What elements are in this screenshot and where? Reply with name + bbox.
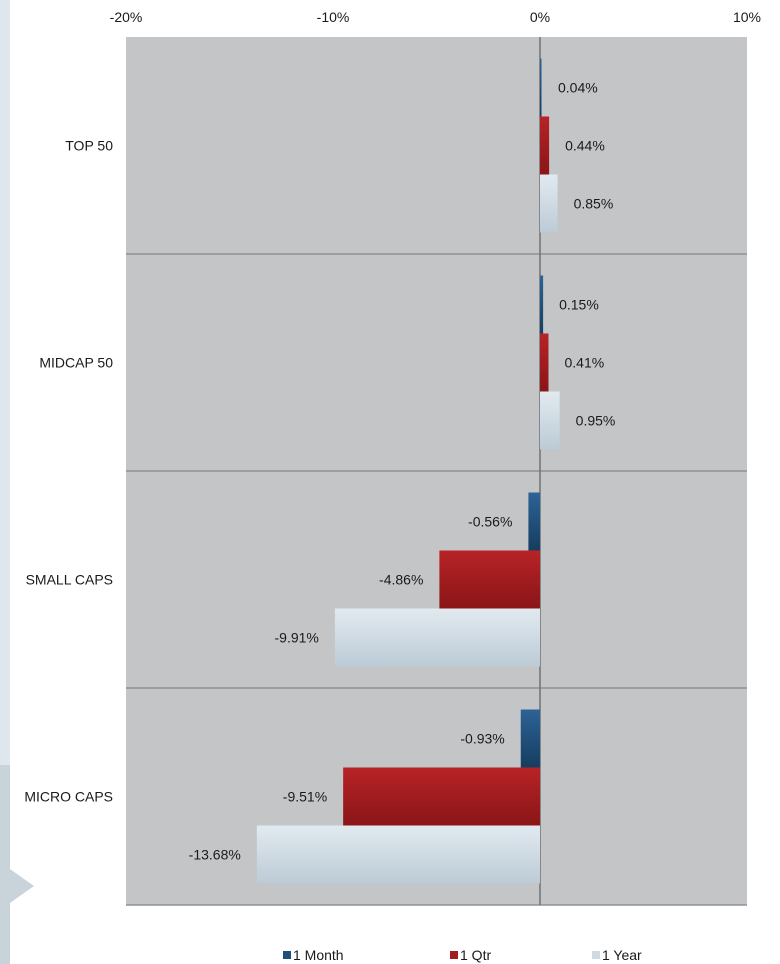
data-label-qtr: 0.44% bbox=[565, 138, 605, 154]
data-label-qtr: -9.51% bbox=[283, 789, 327, 805]
bars-layer bbox=[256, 58, 560, 884]
x-tick-label: -20% bbox=[110, 9, 143, 25]
category-label: MIDCAP 50 bbox=[39, 355, 113, 371]
legend-swatch-1-month bbox=[283, 951, 291, 959]
bar-year bbox=[334, 608, 540, 667]
arrow-decor-icon bbox=[0, 862, 34, 910]
x-tick-label: 10% bbox=[733, 9, 761, 25]
bar-month bbox=[540, 275, 544, 334]
data-label-qtr: -4.86% bbox=[379, 572, 423, 588]
legend-item-1-qtr: 1 Qtr bbox=[450, 947, 491, 963]
bar-year bbox=[540, 174, 558, 233]
category-label: MICRO CAPS bbox=[24, 789, 113, 805]
bar-year bbox=[540, 391, 560, 450]
x-tick-label: 0% bbox=[530, 9, 550, 25]
chart-legend: 1 Month 1 Qtr 1 Year bbox=[0, 945, 780, 964]
data-label-year: 0.85% bbox=[574, 196, 614, 212]
bar-chart: -20% -10% 0% 10% TOP 50 0.04% 0.44% 0.85% MIDCAP… bbox=[24, 9, 761, 906]
data-label-qtr: 0.41% bbox=[564, 355, 604, 371]
data-label-month: -0.93% bbox=[460, 731, 504, 747]
legend-item-1-year: 1 Year bbox=[592, 947, 642, 963]
bar-qtr bbox=[540, 116, 550, 175]
legend-label-1-qtr: 1 Qtr bbox=[460, 947, 492, 963]
data-label-month: 0.04% bbox=[558, 80, 598, 96]
labels-layer: -20% -10% 0% 10% TOP 50 0.04% 0.44% 0.85% MIDCAP… bbox=[24, 9, 761, 863]
bar-month bbox=[528, 492, 540, 551]
left-decor-strip bbox=[0, 0, 10, 964]
data-label-year: -9.91% bbox=[275, 630, 319, 646]
data-label-month: -0.56% bbox=[468, 514, 512, 530]
legend-label-1-year: 1 Year bbox=[602, 947, 642, 963]
data-label-month: 0.15% bbox=[559, 297, 599, 313]
legend-swatch-1-year bbox=[592, 951, 600, 959]
category-label: SMALL CAPS bbox=[26, 572, 113, 588]
legend-item-1-month: 1 Month bbox=[283, 947, 344, 963]
bar-month bbox=[540, 58, 542, 117]
bar-month bbox=[520, 709, 540, 768]
x-tick-label: -10% bbox=[317, 9, 350, 25]
bar-qtr bbox=[439, 550, 540, 609]
data-label-year: -13.68% bbox=[189, 847, 241, 863]
legend-label-1-month: 1 Month bbox=[293, 947, 344, 963]
bar-qtr bbox=[343, 767, 540, 826]
category-label: TOP 50 bbox=[65, 138, 113, 154]
legend-swatch-1-qtr bbox=[450, 951, 458, 959]
data-label-year: 0.95% bbox=[576, 413, 616, 429]
bar-qtr bbox=[540, 333, 549, 392]
bar-year bbox=[256, 825, 540, 884]
